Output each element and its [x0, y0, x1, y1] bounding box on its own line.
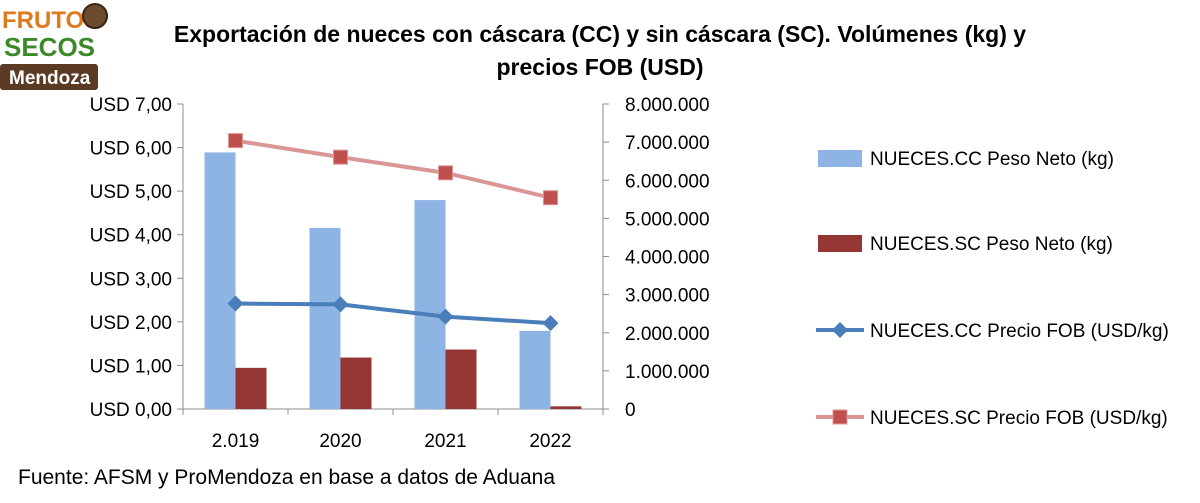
- right-tick-label: 7.000.000: [625, 133, 710, 154]
- left-tick-label: USD 7,00: [90, 95, 172, 116]
- left-tick-label: USD 4,00: [90, 226, 172, 247]
- source-note: Fuente: AFSM y ProMendoza en base a dato…: [18, 466, 556, 489]
- right-tick-label: 2.000.000: [625, 324, 710, 345]
- diamond-marker: [227, 295, 244, 312]
- x-axis: 2.019 2020 2021 2022: [182, 408, 604, 452]
- diamond-marker: [542, 315, 559, 332]
- square-marker: [228, 133, 243, 149]
- left-tick-label: USD 3,00: [90, 269, 172, 290]
- x-tick-label: 2021: [424, 431, 466, 452]
- frutos-secos-logo: FRUTOS SECOS Mendoza: [0, 3, 108, 90]
- right-axis: 0 1.000.000 2.000.000 3.000.000 4.000.000 5.0…: [602, 95, 710, 421]
- nut-icon: [82, 3, 108, 29]
- diamond-marker: [332, 296, 349, 313]
- right-tick-label: 0: [625, 400, 636, 421]
- bar-cc: [309, 227, 341, 409]
- logo-banner: [0, 64, 98, 90]
- series-line-square: [235, 138, 551, 200]
- bar-sc: [340, 357, 372, 409]
- legend-diamond-marker: [832, 322, 848, 338]
- logo-line3: Mendoza: [9, 68, 91, 89]
- lines: [227, 133, 559, 332]
- square-marker: [543, 190, 558, 206]
- x-tick-label: 2022: [529, 431, 571, 452]
- left-tick-label: USD 0,00: [90, 400, 172, 421]
- right-tick-label: 1.000.000: [625, 362, 710, 383]
- left-tick-label: USD 5,00: [90, 182, 172, 203]
- left-tick-label: USD 6,00: [90, 139, 172, 160]
- right-tick-label: 8.000.000: [625, 95, 710, 116]
- right-tick-label: 6.000.000: [625, 171, 710, 192]
- bar-cc: [414, 200, 446, 409]
- square-marker: [438, 165, 453, 181]
- left-axis: USD 0,00 USD 1,00 USD 2,00 USD 3,00 USD 4,00…: [90, 95, 184, 421]
- bar-cc: [204, 152, 236, 409]
- legend-label: NUECES.SC Precio FOB (USD/kg): [870, 408, 1168, 429]
- bar-sc: [235, 367, 267, 409]
- bar-sc: [445, 349, 477, 409]
- right-tick-label: 4.000.000: [625, 248, 710, 269]
- right-tick-label: 3.000.000: [625, 286, 710, 307]
- legend-swatch-bar: [818, 235, 862, 252]
- logo-line2: SECOS: [4, 32, 95, 62]
- square-marker: [333, 149, 348, 165]
- right-tick-label: 5.000.000: [625, 209, 710, 230]
- legend-label: NUECES.SC Peso Neto (kg): [870, 234, 1113, 255]
- bars: [204, 152, 582, 409]
- bar-sc: [550, 406, 582, 409]
- legend-square-marker: [832, 409, 848, 425]
- left-tick-label: USD 1,00: [90, 356, 172, 377]
- legend-label: NUECES.CC Peso Neto (kg): [870, 149, 1114, 170]
- diamond-marker: [437, 308, 454, 325]
- left-tick-label: USD 2,00: [90, 313, 172, 334]
- x-tick-label: 2.019: [212, 431, 260, 452]
- chart-title: Exportación de nueces con cáscara (CC) y…: [173, 21, 1027, 80]
- series-line-diamond: [235, 301, 551, 326]
- bar-cc: [519, 330, 551, 409]
- legend-swatch-bar: [818, 150, 862, 167]
- legend: NUECES.CC Peso Neto (kg) NUECES.SC Peso N…: [816, 149, 1169, 429]
- legend-label: NUECES.CC Precio FOB (USD/kg): [870, 321, 1169, 342]
- x-tick-label: 2020: [319, 431, 361, 452]
